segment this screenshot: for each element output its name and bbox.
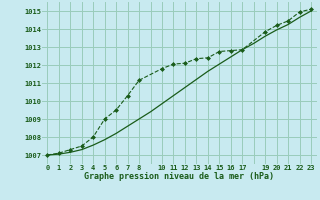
X-axis label: Graphe pression niveau de la mer (hPa): Graphe pression niveau de la mer (hPa) xyxy=(84,172,274,181)
